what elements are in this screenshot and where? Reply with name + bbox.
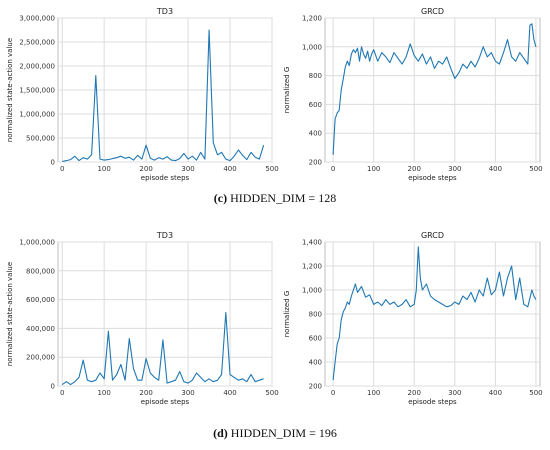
y-tick-label: 200 (309, 159, 322, 167)
chart-td3-196: 0 200,000 400,000 600,000 800,000 1,000,000 0 1… (4, 228, 279, 413)
caption-c: (c) HIDDEN_DIM = 128 (0, 191, 550, 206)
x-tick-label: 200 (408, 165, 421, 173)
y-tick-label: 1,000 (302, 43, 322, 51)
x-axis-label: episode steps (141, 174, 190, 182)
x-tick-label: 200 (408, 389, 421, 397)
x-tick-label: 300 (181, 165, 194, 173)
y-tick-label: 1,000 (302, 287, 322, 295)
chart-grcd-196: 200 400 600 800 1,000 1,200 1,400 0 100 200 300 400… (281, 228, 546, 413)
x-tick-label: 100 (97, 389, 110, 397)
chart-title: TD3 (156, 231, 173, 240)
caption-d-letter: (d) (213, 426, 228, 440)
x-tick-label: 100 (367, 389, 380, 397)
y-tick-label: 1,200 (302, 263, 322, 271)
y-tick-label: 1,000,000 (19, 239, 55, 247)
y-tick-label: 500,000 (26, 135, 55, 143)
chart-title: GRCD (421, 231, 444, 240)
y-tick-label: 1,400 (302, 239, 322, 247)
x-axis-label: episode steps (408, 174, 457, 182)
y-tick-label: 400 (309, 359, 322, 367)
y-tick-label: 2,500,000 (19, 39, 55, 47)
x-tick-label: 500 (529, 389, 542, 397)
x-tick-label: 0 (331, 165, 335, 173)
chart-title: TD3 (156, 7, 173, 16)
chart-title: GRCD (421, 7, 444, 16)
chart-td3-128-svg: 0 500,000 1,000,000 1,500,000 2,000,000 2,500… (6, 7, 279, 182)
chart-grcd-128-svg: 200 400 600 800 1,000 1,200 0 100 200 300 400 500 GR… (283, 7, 543, 182)
x-tick-label: 300 (181, 389, 194, 397)
chart-td3-128: 0 500,000 1,000,000 1,500,000 2,000,000 2,500… (4, 4, 279, 189)
y-tick-label: 400,000 (26, 325, 55, 333)
y-tick-label: 1,000,000 (19, 111, 55, 119)
x-tick-label: 400 (223, 165, 236, 173)
y-tick-label: 200,000 (26, 354, 55, 362)
x-axis-label: episode steps (141, 398, 190, 406)
plot-frame (324, 17, 541, 163)
y-tick-label: 600,000 (26, 296, 55, 304)
chart-grcd-196-svg: 200 400 600 800 1,000 1,200 1,400 0 100 200 300 400… (283, 231, 543, 406)
series-line (62, 29, 265, 163)
caption-d-text: HIDDEN_DIM = 196 (227, 426, 337, 440)
y-tick-label: 0 (51, 383, 55, 391)
x-tick-label: 0 (60, 389, 64, 397)
y-tick-label: 800 (309, 72, 322, 80)
x-tick-label: 500 (529, 165, 542, 173)
x-axis-label: episode steps (408, 398, 457, 406)
x-tick-label: 300 (448, 165, 461, 173)
x-tick-label: 300 (448, 389, 461, 397)
y-axis-label: normalized G (283, 67, 291, 114)
chart-grcd-128: 200 400 600 800 1,000 1,200 0 100 200 300 400 500 GR… (281, 4, 546, 189)
x-tick-label: 400 (223, 389, 236, 397)
y-tick-label: 1,500,000 (19, 87, 55, 95)
caption-c-letter: (c) (213, 191, 228, 205)
y-tick-label: 3,000,000 (19, 15, 55, 23)
y-axis-label: normalized G (283, 291, 291, 338)
chart-td3-196-svg: 0 200,000 400,000 600,000 800,000 1,000,000 0 1… (6, 231, 279, 406)
y-tick-label: 600 (309, 101, 322, 109)
y-tick-label: 200 (309, 383, 322, 391)
y-axis-label: normalized state-action value (6, 38, 14, 142)
y-tick-label: 800,000 (26, 267, 55, 275)
y-tick-label: 600 (309, 335, 322, 343)
x-tick-label: 500 (265, 165, 278, 173)
caption-c-text: HIDDEN_DIM = 128 (227, 191, 337, 205)
x-tick-label: 200 (139, 165, 152, 173)
x-tick-label: 0 (60, 165, 64, 173)
x-tick-label: 400 (489, 389, 502, 397)
x-tick-label: 200 (139, 389, 152, 397)
x-tick-label: 400 (489, 165, 502, 173)
x-tick-label: 100 (97, 165, 110, 173)
series-line (332, 246, 537, 381)
y-tick-label: 0 (51, 159, 55, 167)
x-tick-label: 500 (265, 389, 278, 397)
y-tick-label: 1,200 (302, 15, 322, 23)
caption-d: (d) HIDDEN_DIM = 196 (0, 426, 550, 441)
series-line (61, 312, 264, 386)
y-tick-label: 800 (309, 311, 322, 319)
y-tick-label: 2,000,000 (19, 63, 55, 71)
y-tick-label: 400 (309, 130, 322, 138)
y-axis-label: normalized state-action value (6, 262, 14, 366)
x-tick-label: 100 (367, 165, 380, 173)
x-tick-label: 0 (331, 389, 335, 397)
series-line (332, 23, 537, 155)
